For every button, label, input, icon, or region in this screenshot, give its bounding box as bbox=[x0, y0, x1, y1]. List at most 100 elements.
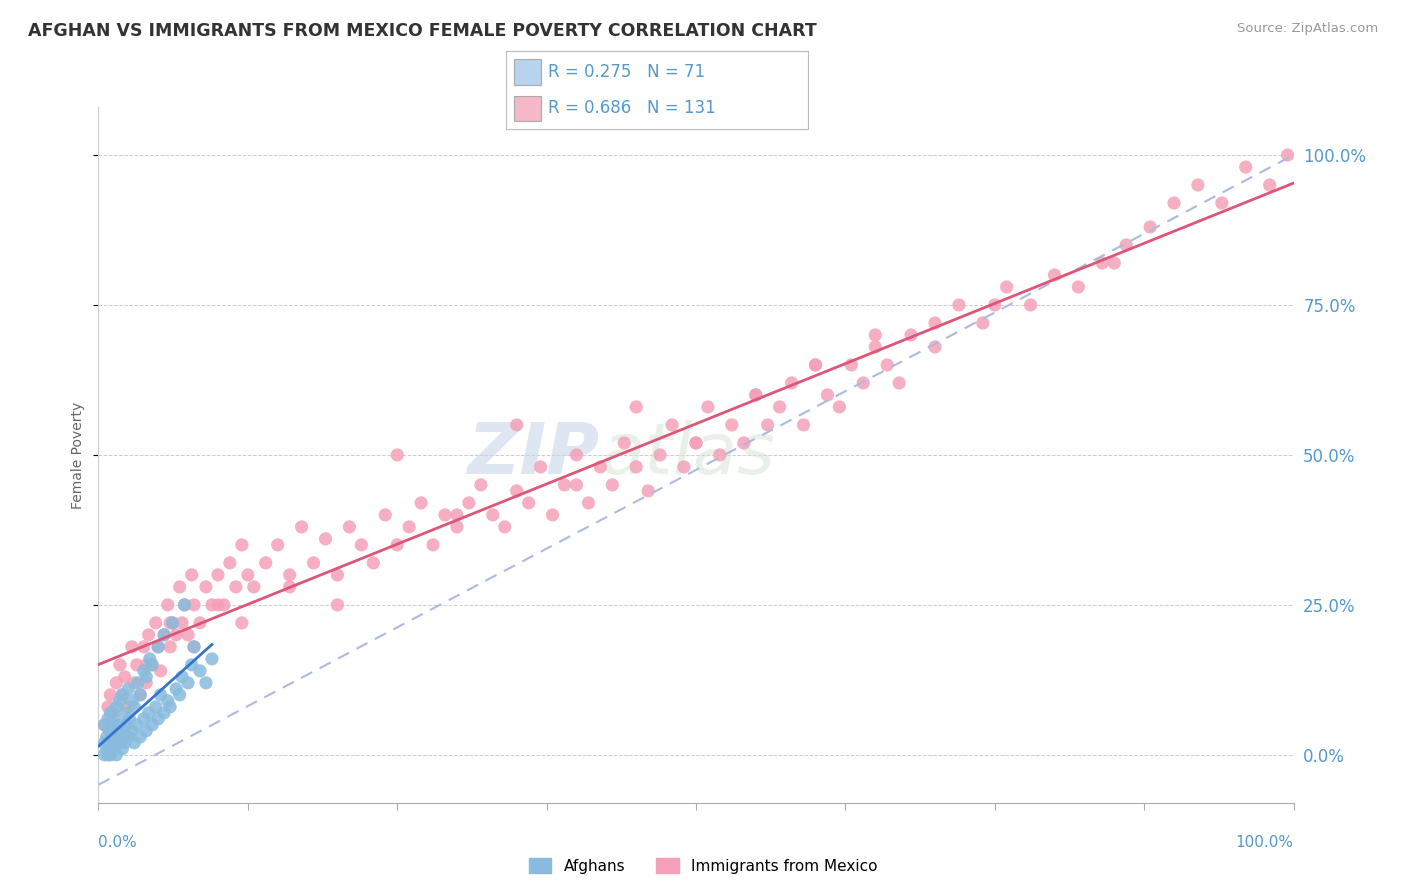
Point bbox=[565, 478, 588, 492]
Point bbox=[207, 567, 229, 582]
Point bbox=[121, 694, 143, 708]
Point bbox=[125, 718, 148, 732]
Point bbox=[733, 436, 755, 450]
Point bbox=[98, 736, 122, 750]
Point bbox=[135, 723, 157, 738]
Point bbox=[243, 580, 266, 594]
Point bbox=[446, 520, 468, 534]
Point bbox=[135, 670, 157, 684]
Point bbox=[1019, 298, 1042, 312]
Point bbox=[995, 280, 1018, 294]
Point bbox=[793, 417, 815, 432]
Point bbox=[105, 730, 128, 744]
Point bbox=[1258, 178, 1281, 192]
Point bbox=[108, 694, 131, 708]
Point bbox=[107, 736, 129, 750]
Point bbox=[141, 718, 163, 732]
Point bbox=[101, 741, 124, 756]
Y-axis label: Female Poverty: Female Poverty bbox=[70, 401, 84, 508]
Point bbox=[148, 640, 170, 654]
Point bbox=[350, 538, 373, 552]
Point bbox=[159, 699, 181, 714]
Point bbox=[685, 436, 707, 450]
Point bbox=[278, 580, 301, 594]
Point bbox=[326, 567, 349, 582]
Point bbox=[315, 532, 337, 546]
Point bbox=[105, 747, 128, 762]
Point bbox=[201, 652, 224, 666]
Point bbox=[141, 657, 163, 672]
Point bbox=[948, 298, 970, 312]
Point bbox=[165, 681, 187, 696]
Point bbox=[278, 567, 301, 582]
Point bbox=[103, 736, 125, 750]
Point bbox=[145, 699, 167, 714]
Legend: Afghans, Immigrants from Mexico: Afghans, Immigrants from Mexico bbox=[523, 852, 883, 880]
Point bbox=[254, 556, 277, 570]
Point bbox=[105, 676, 128, 690]
Point bbox=[411, 496, 433, 510]
Point bbox=[121, 640, 143, 654]
Point bbox=[326, 598, 349, 612]
Point bbox=[363, 556, 385, 570]
Point bbox=[114, 736, 136, 750]
Point bbox=[924, 340, 946, 354]
Point bbox=[188, 615, 211, 630]
Point bbox=[339, 520, 360, 534]
Point bbox=[433, 508, 456, 522]
Point bbox=[219, 556, 242, 570]
Point bbox=[169, 580, 191, 594]
Point bbox=[804, 358, 827, 372]
Point bbox=[132, 712, 155, 726]
Point bbox=[745, 388, 768, 402]
Point bbox=[1163, 196, 1185, 211]
Text: R = 0.275   N = 71: R = 0.275 N = 71 bbox=[548, 63, 706, 81]
Point bbox=[236, 567, 259, 582]
Point bbox=[156, 694, 179, 708]
Point bbox=[385, 538, 409, 552]
Text: atlas: atlas bbox=[600, 420, 775, 490]
Point bbox=[374, 508, 396, 522]
Point bbox=[108, 718, 131, 732]
Point bbox=[863, 328, 887, 343]
Point bbox=[984, 298, 1007, 312]
Point bbox=[98, 723, 122, 738]
Point bbox=[470, 478, 492, 492]
Point bbox=[673, 459, 696, 474]
Point bbox=[721, 417, 744, 432]
Point bbox=[97, 699, 120, 714]
Point bbox=[125, 657, 148, 672]
Point bbox=[756, 417, 779, 432]
Point bbox=[97, 712, 120, 726]
Text: 100.0%: 100.0% bbox=[1236, 836, 1294, 850]
Point bbox=[815, 388, 838, 402]
Point bbox=[97, 747, 120, 762]
Point bbox=[117, 730, 139, 744]
Point bbox=[613, 436, 636, 450]
Point bbox=[180, 567, 202, 582]
Point bbox=[96, 741, 118, 756]
Point bbox=[108, 657, 131, 672]
Point bbox=[529, 459, 551, 474]
Point bbox=[139, 652, 162, 666]
Point bbox=[112, 730, 135, 744]
Point bbox=[780, 376, 803, 390]
Point bbox=[1067, 280, 1090, 294]
Point bbox=[98, 747, 122, 762]
Point bbox=[98, 688, 122, 702]
Point bbox=[145, 615, 167, 630]
Point bbox=[105, 699, 128, 714]
Point bbox=[506, 417, 529, 432]
Point bbox=[111, 723, 134, 738]
Point bbox=[194, 580, 218, 594]
Point bbox=[173, 598, 195, 612]
Point bbox=[93, 747, 115, 762]
Point bbox=[132, 664, 155, 678]
Point bbox=[156, 598, 179, 612]
Point bbox=[159, 615, 181, 630]
Point bbox=[661, 417, 683, 432]
Point bbox=[648, 448, 672, 462]
Point bbox=[173, 598, 195, 612]
Point bbox=[129, 730, 152, 744]
Point bbox=[201, 598, 224, 612]
